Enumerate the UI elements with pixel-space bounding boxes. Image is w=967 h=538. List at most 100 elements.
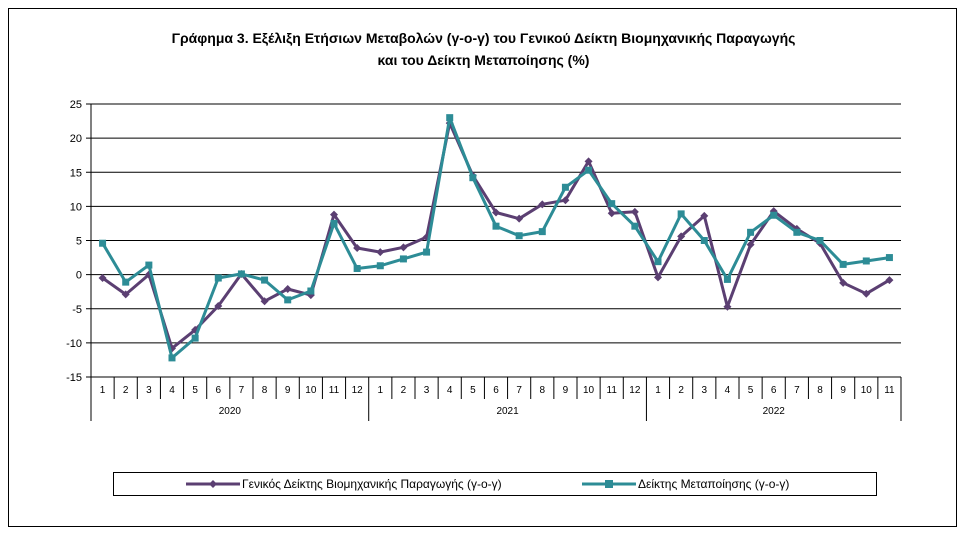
- chart-title-line-2: και του Δείκτη Μεταποίησης (%): [377, 52, 590, 68]
- data-point-diamond: [723, 302, 732, 311]
- data-point-square: [446, 114, 454, 122]
- data-point-square: [770, 211, 778, 219]
- x-tick-label-month: 9: [563, 385, 569, 396]
- x-tick-label-month: 3: [146, 385, 152, 396]
- y-tick-label: -15: [66, 372, 82, 384]
- data-point-diamond: [677, 232, 686, 241]
- data-point-diamond: [121, 290, 130, 299]
- x-tick-label-month: 1: [100, 385, 106, 396]
- x-tick-label-month: 4: [447, 385, 453, 396]
- data-point-square: [214, 274, 222, 282]
- data-point-square: [122, 278, 130, 286]
- legend-marker-diamond: [186, 480, 240, 488]
- series-line-2: [101, 116, 890, 360]
- data-point-square: [307, 287, 315, 295]
- x-tick-label-month: 6: [216, 385, 222, 396]
- legend-label-manufacturing: Δείκτης Μεταποίησης (γ-ο-γ): [638, 477, 790, 491]
- series-line-1: [101, 121, 891, 350]
- legend-item-manufacturing: Δείκτης Μεταποίησης (γ-ο-γ): [582, 477, 789, 491]
- data-point-diamond: [862, 289, 871, 298]
- x-tick-label-month: 10: [861, 385, 873, 396]
- data-point-diamond: [630, 207, 639, 216]
- x-tick-label-month: 2: [123, 385, 129, 396]
- y-tick-label: 20: [70, 133, 82, 145]
- data-point-diamond: [654, 273, 662, 282]
- data-point-square: [99, 239, 107, 247]
- data-point-diamond: [515, 214, 524, 223]
- x-tick-label-month: 2: [678, 385, 684, 396]
- data-point-square: [608, 200, 616, 208]
- data-point-diamond: [376, 248, 385, 257]
- x-tick-label-month: 6: [493, 385, 499, 396]
- x-tick-label-month: 8: [262, 385, 268, 396]
- chart-title: Γράφημα 3. Εξέλιξη Ετήσιων Μεταβολών (γ-…: [0, 27, 967, 71]
- legend-label-industrial-production: Γενικός Δείκτης Βιομηχανικής Παραγωγής (…: [242, 477, 502, 491]
- data-point-diamond: [260, 297, 269, 306]
- chart-legend: Γενικός Δείκτης Βιομηχανικής Παραγωγής (…: [113, 472, 877, 496]
- x-tick-label-month: 3: [424, 385, 430, 396]
- x-tick-label-month: 5: [470, 385, 476, 396]
- x-tick-label-month: 11: [607, 385, 618, 396]
- y-tick-label: -10: [66, 338, 82, 350]
- data-point-square: [237, 270, 245, 278]
- data-point-square: [793, 228, 801, 236]
- data-point-square: [145, 261, 153, 269]
- data-point-square: [515, 232, 523, 240]
- data-point-square: [631, 222, 639, 230]
- data-point-square: [561, 183, 569, 191]
- x-tick-label-month: 7: [516, 385, 522, 396]
- y-tick-label: -5: [72, 304, 82, 316]
- data-point-diamond: [283, 284, 292, 293]
- y-tick-label: 25: [70, 99, 82, 111]
- data-point-square: [423, 248, 431, 256]
- data-point-square: [585, 166, 593, 174]
- data-point-diamond: [885, 276, 894, 285]
- x-tick-label-month: 3: [702, 385, 708, 396]
- data-point-diamond: [330, 210, 338, 219]
- data-point-diamond: [538, 200, 547, 209]
- data-point-diamond: [700, 211, 709, 220]
- data-point-diamond: [98, 274, 107, 283]
- data-point-square: [700, 237, 708, 244]
- legend-item-industrial-production: Γενικός Δείκτης Βιομηχανικής Παραγωγής (…: [186, 477, 502, 491]
- data-point-square: [816, 237, 824, 244]
- data-point-diamond: [607, 209, 616, 218]
- y-tick-label: 10: [70, 201, 82, 213]
- data-point-square: [353, 264, 361, 272]
- y-tick-label: 5: [76, 236, 82, 248]
- data-point-square: [677, 210, 685, 218]
- data-point-square: [261, 276, 269, 284]
- data-point-diamond: [353, 244, 362, 253]
- x-tick-label-month: 7: [239, 385, 245, 396]
- data-point-diamond: [839, 278, 848, 287]
- data-point-square: [191, 334, 199, 342]
- x-tick-label-month: 2: [401, 385, 407, 396]
- x-tick-label-month: 10: [305, 385, 317, 396]
- x-tick-label-year: 2022: [763, 406, 786, 417]
- x-tick-label-month: 7: [794, 385, 800, 396]
- x-tick-label-year: 2020: [219, 406, 242, 417]
- data-point-square: [469, 174, 477, 182]
- legend-marker-square: [582, 480, 636, 488]
- data-point-diamond: [561, 196, 570, 205]
- x-tick-label-month: 5: [748, 385, 754, 396]
- data-point-square: [538, 228, 546, 236]
- x-tick-label-month: 8: [540, 385, 546, 396]
- data-point-square: [492, 222, 500, 230]
- x-tick-label-month: 4: [169, 385, 175, 396]
- data-point-diamond: [492, 208, 500, 217]
- data-point-square: [862, 257, 870, 265]
- x-tick-label-month: 12: [629, 385, 641, 396]
- data-point-square: [168, 354, 176, 362]
- x-tick-label-month: 9: [840, 385, 846, 396]
- x-tick-label-month: 1: [378, 385, 384, 396]
- x-tick-label-year: 2021: [496, 406, 519, 417]
- data-point-square: [376, 262, 384, 270]
- chart-title-line-1: Γράφημα 3. Εξέλιξη Ετήσιων Μεταβολών (γ-…: [171, 30, 796, 46]
- x-tick-label-month: 5: [192, 385, 198, 396]
- data-point-diamond: [399, 243, 408, 252]
- x-tick-label-month: 10: [583, 385, 595, 396]
- data-point-diamond: [214, 302, 223, 311]
- data-point-square: [839, 260, 847, 268]
